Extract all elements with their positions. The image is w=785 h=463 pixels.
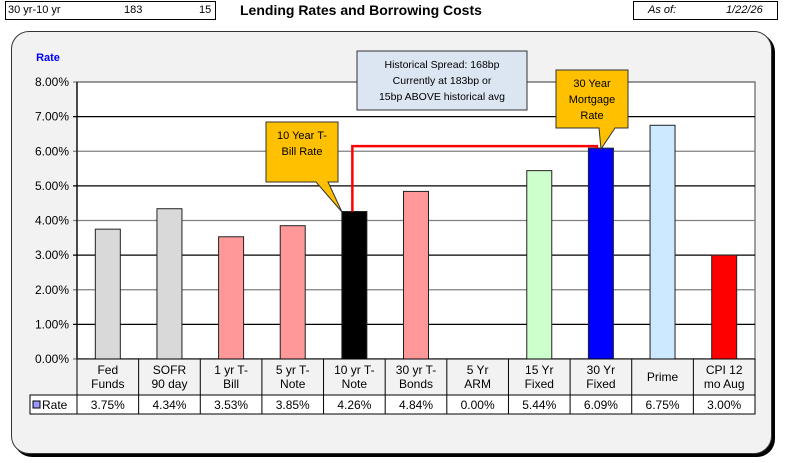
category-label: ARM bbox=[464, 377, 491, 391]
mortgage-callout-text: Mortgage bbox=[569, 94, 615, 106]
category-label: Funds bbox=[91, 377, 124, 391]
bar-5 bbox=[403, 190, 429, 360]
y-tick-label: 0.00% bbox=[35, 352, 69, 366]
value-label: 3.00% bbox=[707, 398, 741, 412]
bar-7 bbox=[526, 170, 553, 360]
value-label: 3.75% bbox=[91, 398, 125, 412]
category-label: Note bbox=[280, 377, 306, 391]
value-label: 4.34% bbox=[152, 398, 186, 412]
spread-line bbox=[351, 144, 599, 212]
y-tick-label: 1.00% bbox=[35, 317, 69, 331]
mortgage-callout-shape bbox=[555, 69, 629, 151]
category-label: 15 Yr bbox=[525, 363, 553, 377]
spread-info-box: Historical Spread: 168bp Currently at 183… bbox=[356, 50, 528, 111]
bar-9 bbox=[649, 124, 676, 360]
value-label: 3.53% bbox=[214, 398, 248, 412]
bar-4 bbox=[341, 210, 368, 360]
mortgage-callout-text: Rate bbox=[580, 110, 603, 122]
value-label: 0.00% bbox=[461, 398, 495, 412]
category-label: Fixed bbox=[525, 377, 554, 391]
category-label: 10 yr T- bbox=[334, 363, 374, 377]
category-label: 30 Yr bbox=[587, 363, 615, 377]
spread-label: 30 yr-10 yr bbox=[8, 4, 61, 16]
category-label: 90 day bbox=[151, 377, 187, 391]
value-label: 4.84% bbox=[399, 398, 433, 412]
category-label: CPI 12 bbox=[706, 363, 743, 377]
spread-info-text: Currently at 183bp or bbox=[393, 75, 492, 87]
table-header-row bbox=[76, 358, 756, 396]
category-label: 30 yr T- bbox=[396, 363, 436, 377]
tbill-callout-shape bbox=[265, 121, 343, 213]
y-tick-label: 6.00% bbox=[35, 144, 69, 158]
category-label: mo Aug bbox=[704, 377, 745, 391]
bar-0 bbox=[94, 228, 121, 360]
category-label: Note bbox=[342, 377, 368, 391]
category-label: Bonds bbox=[399, 377, 433, 391]
y-tick-label: 8.00% bbox=[35, 75, 69, 89]
value-label: 6.75% bbox=[646, 398, 680, 412]
table-value-row bbox=[29, 394, 756, 415]
category-label: 1 yr T- bbox=[214, 363, 248, 377]
mortgage-callout: 30 Year Mortgage Rate bbox=[555, 69, 629, 151]
value-label: 6.09% bbox=[584, 398, 618, 412]
y-tick-label: 7.00% bbox=[35, 110, 69, 124]
y-tick-label: 4.00% bbox=[35, 214, 69, 228]
as-of-label: As of: bbox=[648, 4, 677, 16]
as-of-box: As of: 1/22/26 bbox=[633, 1, 778, 20]
spread-summary-box: 30 yr-10 yr 183 15 bbox=[5, 1, 216, 20]
as-of-date: 1/22/26 bbox=[726, 4, 763, 16]
category-label: Bill bbox=[223, 377, 239, 391]
value-label: 4.26% bbox=[337, 398, 371, 412]
category-label: SOFR bbox=[153, 363, 187, 377]
spread-vs-avg-value: 15 bbox=[199, 4, 212, 16]
bar-10 bbox=[711, 254, 738, 360]
category-label: Prime bbox=[647, 370, 679, 384]
y-tick-label: 2.00% bbox=[35, 283, 69, 297]
spread-info-text: 15bp ABOVE historical avg bbox=[379, 91, 505, 103]
category-label: Fixed bbox=[586, 377, 615, 391]
tbill-callout: 10 Year T- Bill Rate bbox=[265, 121, 343, 213]
spread-info-rect bbox=[356, 50, 528, 111]
tbill-callout-text: Bill Rate bbox=[282, 146, 323, 158]
page-title: Lending Rates and Borrowing Costs bbox=[240, 2, 482, 18]
bar-2 bbox=[218, 236, 245, 360]
legend-key-icon bbox=[32, 400, 41, 409]
tbill-callout-text: 10 Year T- bbox=[277, 130, 327, 142]
category-label: 5 yr T- bbox=[276, 363, 310, 377]
y-tick-label: 5.00% bbox=[35, 179, 69, 193]
y-tick-label: 3.00% bbox=[35, 248, 69, 262]
spread-bp-value: 183 bbox=[124, 4, 143, 16]
bar-3 bbox=[279, 225, 306, 360]
legend-label: Rate bbox=[42, 398, 68, 412]
y-axis-label: Rate bbox=[36, 52, 60, 64]
category-label: 5 Yr bbox=[467, 363, 489, 377]
bar-1 bbox=[156, 208, 183, 360]
bar-8 bbox=[587, 147, 614, 360]
category-label: Fed bbox=[97, 363, 118, 377]
spread-info-text: Historical Spread: 168bp bbox=[385, 59, 500, 71]
mortgage-callout-text: 30 Year bbox=[573, 78, 611, 90]
value-label: 5.44% bbox=[522, 398, 556, 412]
value-label: 3.85% bbox=[276, 398, 310, 412]
